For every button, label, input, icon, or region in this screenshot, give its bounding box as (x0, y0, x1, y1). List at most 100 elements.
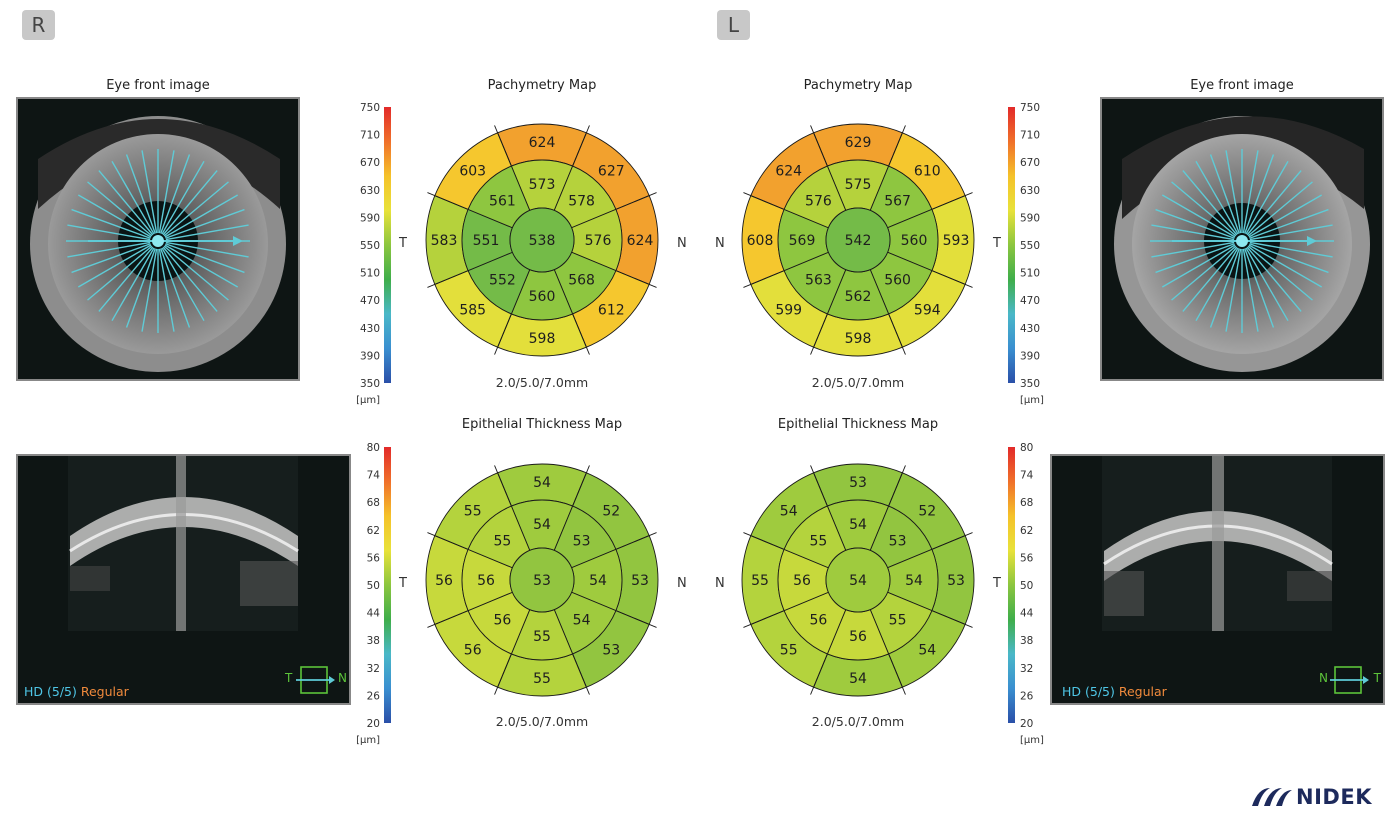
scale-tick-label: 350 (1020, 378, 1040, 390)
map-center-zone (509, 207, 575, 273)
map-inner-value: 56 (477, 573, 495, 589)
right-eye-badge: R (22, 10, 55, 40)
scale-tick-label: 62 (367, 525, 380, 537)
map-inner-value: 53 (573, 533, 591, 549)
map-outer-value: 53 (602, 642, 620, 658)
map-outer-value: 603 (459, 164, 486, 180)
left-pachy-left-label: N (715, 236, 725, 251)
map-outer-value: 53 (631, 573, 649, 589)
scan-direction-icon (1330, 666, 1369, 694)
scale-unit: [µm] (356, 395, 380, 406)
scale-tick-label: 26 (367, 690, 381, 702)
map-inner-value: 576 (805, 193, 832, 209)
map-outer-value: 53 (849, 475, 867, 491)
nidek-logo-icon (1252, 788, 1293, 806)
dir-left-label: N (1319, 671, 1328, 685)
left-pachymetry-map: 542 575 567 560 560 562 563 569 576 629 610 593 594 5… (741, 123, 975, 357)
map-outer-value: 599 (775, 302, 802, 318)
map-outer-value: 624 (627, 233, 654, 249)
map-inner-value: 55 (889, 613, 907, 629)
left-epithelial-map: 54 54 53 54 55 56 56 56 55 53 52 53 54 54 55 55 54 (741, 463, 975, 697)
pachy-scale-right: 750 710 670 630 590 550 510 470 430 390 350 [µm] (356, 102, 391, 406)
map-inner-value: 561 (489, 193, 516, 209)
scale-tick-label: 550 (1020, 240, 1040, 252)
left-pachy-title: Pachymetry Map (803, 78, 913, 93)
map-outer-value: 593 (943, 233, 970, 249)
map-inner-value: 551 (473, 233, 500, 249)
map-outer-value: 594 (914, 302, 941, 318)
scale-tick-label: 44 (1020, 608, 1034, 620)
map-outer-value: 53 (947, 573, 965, 589)
scale-tick-label: 74 (367, 470, 381, 482)
map-inner-value: 560 (901, 233, 928, 249)
left-eye-badge: L (717, 10, 750, 40)
map-inner-value: 560 (529, 289, 556, 305)
map-center-zone (509, 547, 575, 613)
scale-tick-label: 550 (360, 240, 380, 252)
map-inner-value: 569 (789, 233, 816, 249)
scale-tick-label: 670 (360, 157, 380, 169)
map-inner-value: 56 (849, 629, 867, 645)
map-inner-value: 56 (809, 613, 827, 629)
epi-scale-right: 80 74 68 62 56 50 44 38 32 26 20 [µm] (356, 442, 391, 746)
map-outer-value: 54 (849, 671, 867, 687)
scale-tick-label: 670 (1020, 157, 1040, 169)
right-epi-left-label: T (399, 576, 407, 591)
map-center-zone (825, 207, 891, 273)
map-inner-value: 560 (884, 273, 911, 289)
scale-tick-label: 590 (1020, 212, 1040, 224)
scale-tick-label: 470 (360, 295, 380, 307)
map-outer-value: 598 (845, 331, 872, 347)
map-outer-value: 627 (598, 164, 625, 180)
scale-tick-label: 510 (360, 268, 380, 280)
oct-scan-left (1102, 456, 1333, 631)
right-pachy-right-label: N (677, 236, 687, 251)
map-outer-value: 624 (775, 164, 802, 180)
map-outer-value: 56 (464, 642, 482, 658)
map-inner-value: 54 (533, 517, 551, 533)
nidek-logo: NIDEK (1248, 784, 1372, 810)
map-outer-value: 52 (918, 504, 936, 520)
map-outer-value: 52 (602, 504, 620, 520)
left-oct-mode: HD (5/5) Regular (1062, 684, 1167, 699)
scale-tick-label: 32 (367, 663, 380, 675)
scale-tick-label: 80 (1020, 442, 1033, 454)
map-center-value: 538 (529, 233, 556, 249)
scale-tick-label: 74 (1020, 470, 1034, 482)
pachy-scale-left: 750 710 670 630 590 550 510 470 430 390 350 [µm] (1008, 102, 1044, 406)
left-pachy-right-label: T (993, 236, 1001, 251)
scale-tick-label: 44 (367, 608, 381, 620)
left-scan-direction: N T (1319, 665, 1381, 695)
map-inner-value: 552 (489, 273, 516, 289)
right-pachy-title: Pachymetry Map (487, 78, 597, 93)
map-center-value: 542 (845, 233, 872, 249)
brand-name: NIDEK (1296, 785, 1372, 809)
map-outer-value: 55 (533, 671, 551, 687)
right-epi-sizes: 2.0/5.0/7.0mm (495, 714, 589, 729)
map-outer-value: 629 (845, 135, 872, 151)
map-outer-value: 55 (464, 504, 482, 520)
scale-tick-label: 50 (1020, 580, 1033, 592)
map-outer-value: 612 (598, 302, 625, 318)
map-inner-value: 55 (533, 629, 551, 645)
scale-tick-label: 32 (1020, 663, 1033, 675)
scale-tick-label: 750 (1020, 102, 1040, 114)
oct-regular-label: Regular (1118, 684, 1167, 699)
scale-tick-label: 26 (1020, 690, 1034, 702)
scale-tick-label: 20 (1020, 718, 1033, 730)
oct-hd-label: HD (5/5) (24, 684, 77, 699)
map-inner-value: 575 (845, 177, 872, 193)
scale-tick-label: 68 (1020, 497, 1033, 509)
scale-tick-label: 68 (367, 497, 380, 509)
map-inner-value: 55 (493, 533, 511, 549)
map-inner-value: 53 (889, 533, 907, 549)
map-inner-value: 54 (905, 573, 923, 589)
scale-tick-label: 38 (1020, 635, 1033, 647)
left-epi-right-label: T (993, 576, 1001, 591)
map-inner-value: 54 (589, 573, 607, 589)
map-center-zone (825, 547, 891, 613)
right-epithelial-map: 53 54 53 54 54 55 56 56 55 54 52 53 53 55 56 56 55 (425, 463, 659, 697)
dir-right-label: T (1373, 671, 1381, 685)
scan-direction-icon (296, 666, 335, 694)
map-outer-value: 55 (780, 642, 798, 658)
